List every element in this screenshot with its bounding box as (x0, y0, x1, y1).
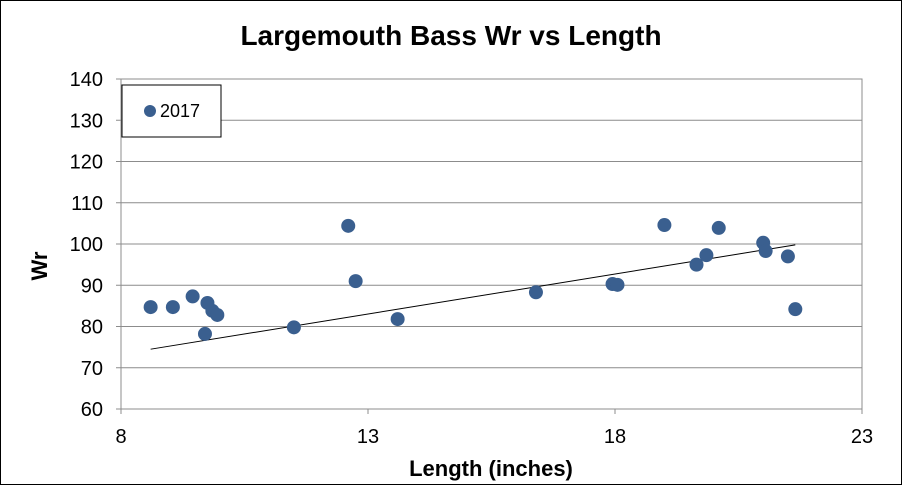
data-point (610, 277, 625, 292)
y-tick-label: 110 (71, 193, 103, 215)
trendline-layer (150, 244, 796, 350)
y-tick-label: 120 (70, 152, 103, 174)
data-point (143, 300, 158, 315)
data-point (197, 326, 212, 341)
x-tick-label: 8 (115, 426, 126, 448)
y-tick-labels: 60 70 80 90 100 110 120 130 140 (70, 69, 103, 421)
legend: 2017 (121, 84, 222, 138)
data-point (788, 302, 803, 317)
data-point (657, 218, 672, 233)
y-axis-title: Wr (27, 251, 52, 280)
data-point (528, 285, 543, 300)
data-point (689, 257, 704, 272)
data-point (780, 249, 795, 264)
x-tick-label: 23 (851, 426, 873, 448)
data-point (210, 307, 225, 322)
y-tick-label: 100 (70, 234, 103, 256)
chart-title: Largemouth Bass Wr vs Length (240, 20, 661, 51)
x-tick-label: 18 (604, 426, 626, 448)
y-tick-label: 80 (81, 317, 103, 339)
data-point (165, 300, 180, 315)
trendline (150, 244, 796, 350)
y-tick-label: 70 (81, 358, 103, 380)
y-tick-label: 90 (81, 275, 103, 297)
legend-box (121, 84, 222, 138)
x-tick-labels: 8 13 18 23 (115, 426, 873, 448)
legend-label: 2017 (160, 101, 200, 121)
plot-area (120, 78, 863, 410)
data-point (390, 312, 405, 327)
data-point (185, 289, 200, 304)
data-point (286, 320, 301, 335)
y-tick-label: 140 (70, 69, 103, 91)
x-tick-label: 13 (357, 426, 379, 448)
data-point (348, 274, 363, 289)
legend-marker (144, 105, 156, 117)
data-point (699, 248, 714, 263)
data-point (758, 244, 773, 259)
data-points (143, 218, 803, 341)
x-axis-title: Length (inches) (409, 456, 573, 481)
data-point (341, 218, 356, 233)
y-tick-label: 130 (70, 110, 103, 132)
y-tick-label: 60 (81, 399, 103, 421)
grid-layer (116, 78, 863, 414)
data-point (711, 220, 726, 235)
